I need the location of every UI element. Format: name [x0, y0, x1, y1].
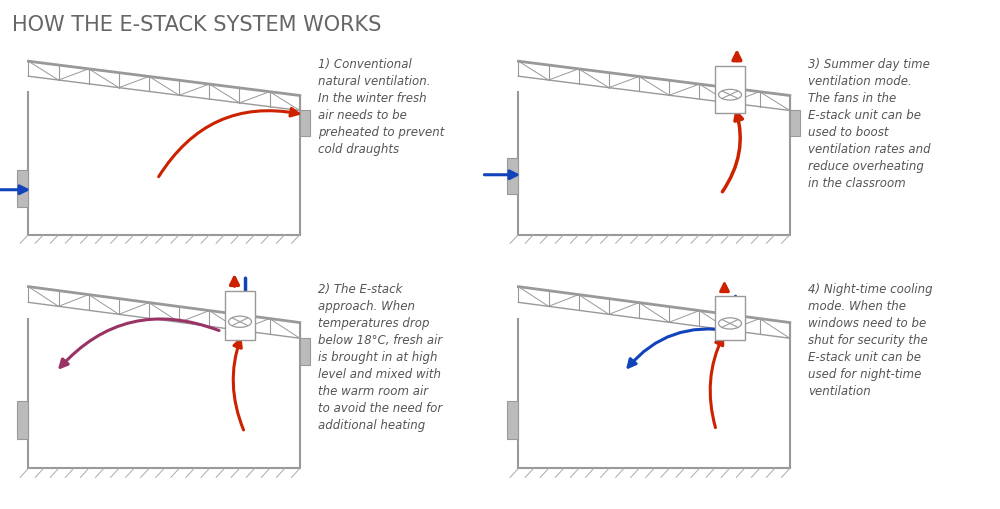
- FancyBboxPatch shape: [17, 401, 28, 439]
- Text: 3) Summer day time
ventilation mode.
The fans in the
E-stack unit can be
used to: 3) Summer day time ventilation mode. The…: [808, 58, 931, 189]
- FancyBboxPatch shape: [17, 171, 28, 208]
- FancyBboxPatch shape: [715, 296, 745, 341]
- FancyBboxPatch shape: [225, 292, 255, 341]
- FancyBboxPatch shape: [300, 111, 310, 137]
- FancyBboxPatch shape: [507, 158, 518, 194]
- Text: 1) Conventional
natural ventilation.
In the winter fresh
air needs to be
preheat: 1) Conventional natural ventilation. In …: [318, 58, 445, 156]
- Text: 2) The E-stack
approach. When
temperatures drop
below 18°C, fresh air
is brought: 2) The E-stack approach. When temperatur…: [318, 282, 442, 431]
- FancyBboxPatch shape: [300, 338, 310, 365]
- Text: 4) Night-time cooling
mode. When the
windows need to be
shut for security the
E-: 4) Night-time cooling mode. When the win…: [808, 282, 933, 398]
- FancyBboxPatch shape: [507, 401, 518, 439]
- FancyBboxPatch shape: [790, 111, 800, 137]
- FancyBboxPatch shape: [715, 66, 745, 114]
- Text: HOW THE E-STACK SYSTEM WORKS: HOW THE E-STACK SYSTEM WORKS: [12, 15, 381, 35]
